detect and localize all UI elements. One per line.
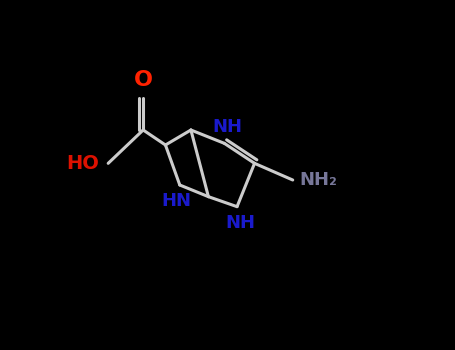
Text: NH: NH: [226, 214, 256, 232]
Text: HO: HO: [66, 154, 100, 173]
Text: NH₂: NH₂: [300, 171, 338, 189]
Text: NH: NH: [213, 118, 243, 136]
Text: O: O: [134, 70, 153, 90]
Text: HN: HN: [161, 192, 191, 210]
